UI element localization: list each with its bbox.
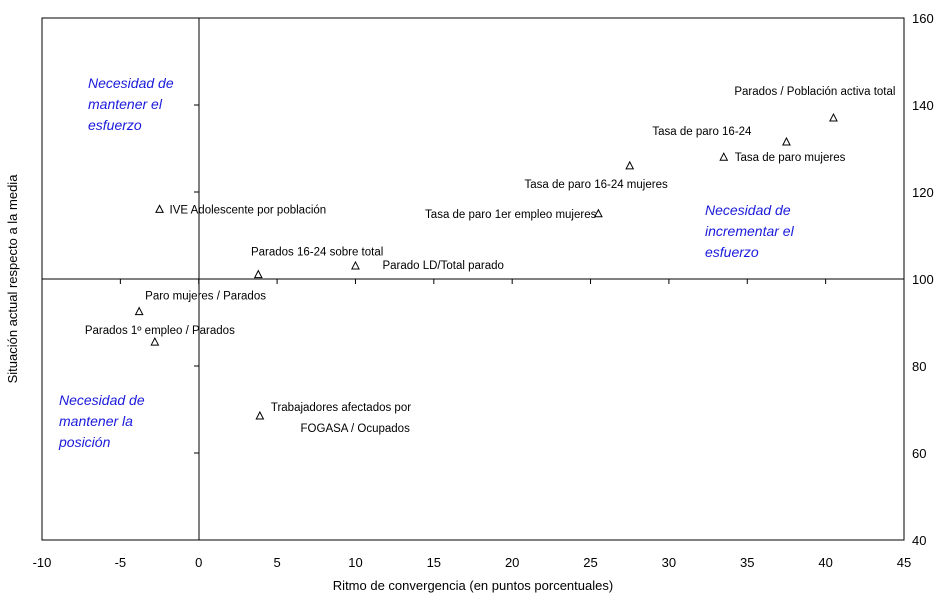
quadrant-note-line: Necesidad de <box>88 75 174 91</box>
quadrant-note-line: esfuerzo <box>705 244 759 260</box>
data-point-label: IVE Adolescente por población <box>170 204 327 216</box>
data-point-label: Tasa de paro 16-24 mujeres <box>525 179 668 191</box>
data-point-label: Parados / Población activa total <box>734 86 895 98</box>
data-point-label: Paro mujeres / Parados <box>145 291 266 303</box>
x-tick-label: -5 <box>115 555 127 570</box>
data-point-marker <box>829 112 838 122</box>
y-tick-label: 100 <box>912 272 934 287</box>
x-tick-label: 5 <box>273 555 280 570</box>
quadrant-note-line: Necesidad de <box>59 392 145 408</box>
data-point-marker <box>134 306 144 316</box>
y-tick-label: 120 <box>912 185 934 200</box>
data-point-label: Parado LD/Total parado <box>382 260 503 272</box>
data-point-label: Parados 1º empleo / Parados <box>85 325 235 337</box>
data-point-marker <box>782 136 791 146</box>
y-axis-title: Situación actual respecto a la media <box>5 174 20 384</box>
quadrant-note-line: mantener la <box>59 413 133 429</box>
data-point-label: Tasa de paro 1er empleo mujeres <box>425 209 597 221</box>
data-point-label: Tasa de paro mujeres <box>735 152 846 164</box>
y-tick-label: 140 <box>912 98 934 113</box>
quadrant-note-mantener-posicion: Necesidad de mantener la posición <box>58 392 145 450</box>
data-point-marker <box>719 152 729 161</box>
y-tick-label: 80 <box>912 359 926 374</box>
quadrant-note-line: mantener el <box>88 96 163 112</box>
x-tick-label: 10 <box>348 555 362 570</box>
data-point-marker <box>593 208 603 218</box>
quadrant-note-line: posición <box>58 434 111 450</box>
data-point-label: Trabajadores afectados por FOGASA / Ocupa… <box>271 402 411 435</box>
x-tick-label: 35 <box>740 555 754 570</box>
x-tick-label: 15 <box>427 555 441 570</box>
x-tick-label: 25 <box>583 555 597 570</box>
data-point-marker <box>253 269 263 279</box>
x-tick-label: 45 <box>897 555 911 570</box>
data-point-marker <box>625 160 635 170</box>
y-tick-label: 160 <box>912 11 934 26</box>
y-tick-label: 60 <box>912 446 926 461</box>
data-point-marker <box>255 410 265 420</box>
quadrant-note-line: Necesidad de <box>705 202 791 218</box>
x-axis-title: Ritmo de convergencia (en puntos porcent… <box>333 578 613 593</box>
x-tick-label: 0 <box>195 555 202 570</box>
x-tick-label: -10 <box>33 555 52 570</box>
quadrant-note-line: esfuerzo <box>88 117 142 133</box>
quadrant-note-line: incrementar el <box>705 223 795 239</box>
data-point-label: Tasa de paro 16-24 <box>652 126 752 138</box>
quadrant-note-mantener-esfuerzo: Necesidad de mantener el esfuerzo <box>88 75 174 133</box>
x-tick-label: 30 <box>662 555 676 570</box>
y-tick-label: 40 <box>912 533 926 548</box>
data-point-label: Parados 16-24 sobre total <box>251 247 383 259</box>
x-tick-label: 20 <box>505 555 519 570</box>
x-tick-label: 40 <box>818 555 832 570</box>
data-point-marker <box>150 336 160 346</box>
data-point-marker <box>155 204 164 213</box>
data-point-marker <box>351 260 360 270</box>
quadrant-note-incrementar-esfuerzo: Necesidad de incrementar el esfuerzo <box>705 202 795 260</box>
